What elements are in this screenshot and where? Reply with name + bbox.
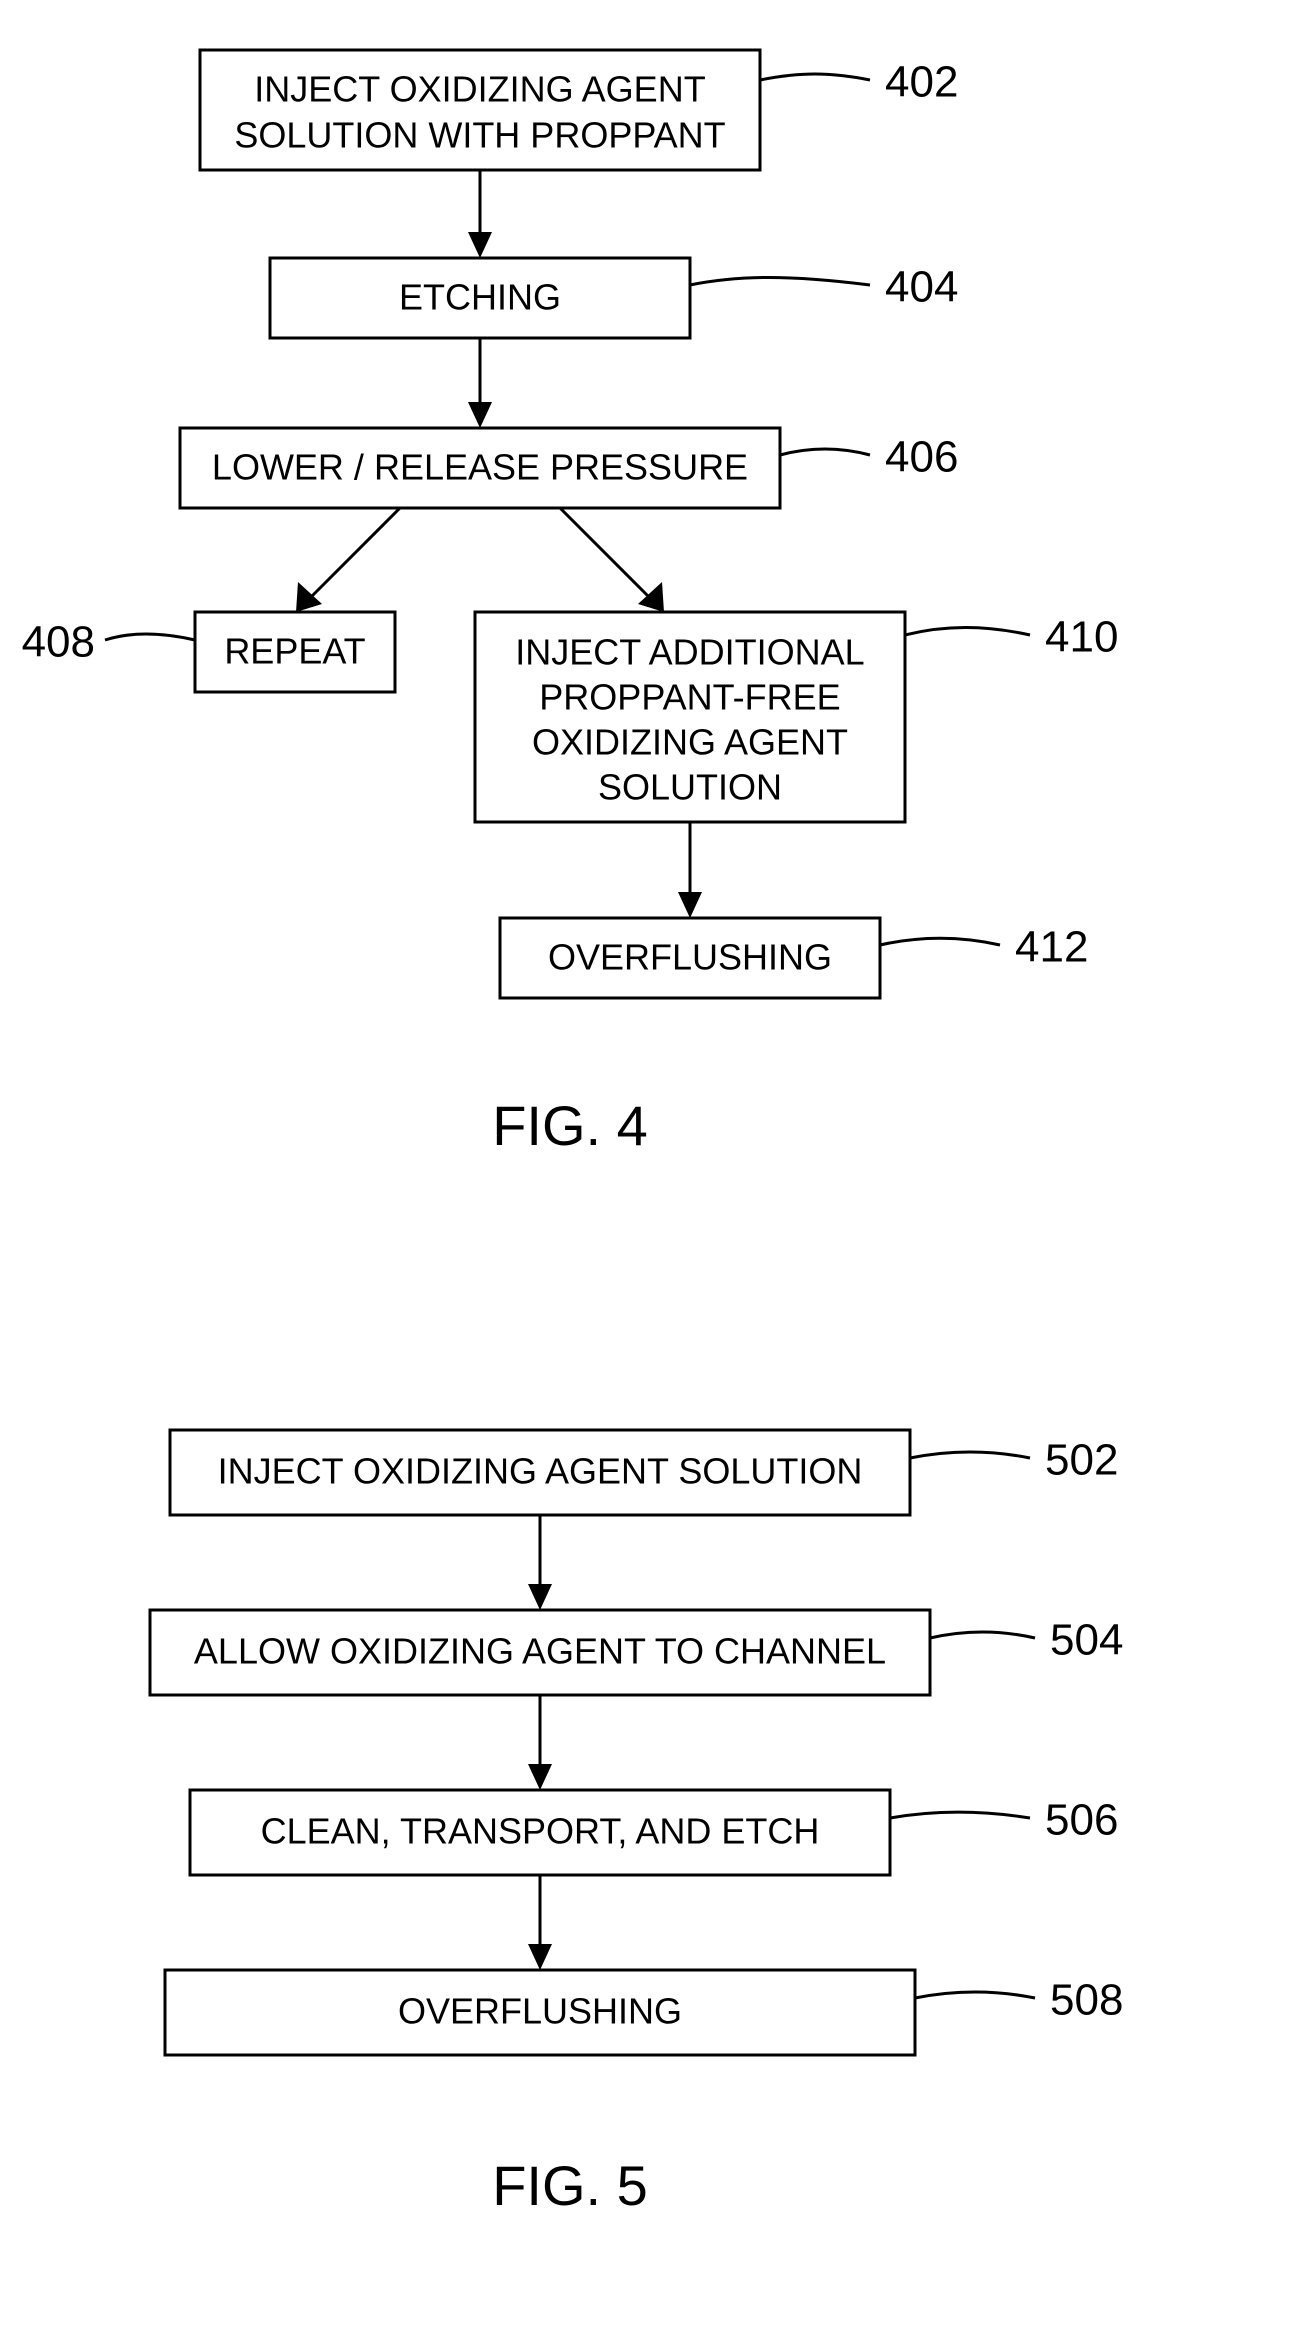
ref-504: 504: [1050, 1616, 1123, 1665]
box-502-line1: INJECT OXIDIZING AGENT SOLUTION: [218, 1451, 863, 1492]
box-410: INJECT ADDITIONAL PROPPANT-FREE OXIDIZIN…: [475, 612, 1118, 822]
arrow-502-504: [528, 1515, 552, 1610]
box-402: INJECT OXIDIZING AGENT SOLUTION WITH PRO…: [200, 50, 958, 170]
arrow-406-408: [296, 508, 400, 612]
box-404-line1: ETCHING: [399, 277, 561, 318]
arrow-406-410: [560, 508, 664, 612]
ref-408: 408: [22, 618, 95, 667]
box-404: ETCHING 404: [270, 258, 958, 338]
fig5-caption: FIG. 5: [492, 2154, 648, 2217]
box-410-line3: OXIDIZING AGENT: [532, 722, 848, 763]
ref-506: 506: [1045, 1796, 1118, 1845]
ref-410: 410: [1045, 613, 1118, 662]
ref-404: 404: [885, 263, 958, 312]
ref-406: 406: [885, 433, 958, 482]
flowchart-svg: INJECT OXIDIZING AGENT SOLUTION WITH PRO…: [0, 0, 1308, 2349]
ref-508: 508: [1050, 1976, 1123, 2025]
box-412: OVERFLUSHING 412: [500, 918, 1088, 998]
ref-502: 502: [1045, 1436, 1118, 1485]
ref-402: 402: [885, 58, 958, 107]
arrow-402-404: [468, 170, 492, 258]
box-406-line1: LOWER / RELEASE PRESSURE: [212, 447, 748, 488]
box-412-line1: OVERFLUSHING: [548, 937, 832, 978]
box-410-line2: PROPPANT-FREE: [539, 677, 840, 718]
box-410-line1: INJECT ADDITIONAL: [515, 632, 864, 673]
box-506-line1: CLEAN, TRANSPORT, AND ETCH: [261, 1811, 820, 1852]
box-502: INJECT OXIDIZING AGENT SOLUTION 502: [170, 1430, 1118, 1515]
box-402-line2: SOLUTION WITH PROPPANT: [234, 115, 725, 156]
box-406: LOWER / RELEASE PRESSURE 406: [180, 428, 958, 508]
box-506: CLEAN, TRANSPORT, AND ETCH 506: [190, 1790, 1118, 1875]
box-408: REPEAT 408: [22, 612, 395, 692]
box-504: ALLOW OXIDIZING AGENT TO CHANNEL 504: [150, 1610, 1123, 1695]
fig4-caption: FIG. 4: [492, 1094, 648, 1157]
box-410-line4: SOLUTION: [598, 767, 782, 808]
box-508: OVERFLUSHING 508: [165, 1970, 1123, 2055]
box-504-line1: ALLOW OXIDIZING AGENT TO CHANNEL: [194, 1631, 886, 1672]
arrow-506-508: [528, 1875, 552, 1970]
arrow-404-406: [468, 338, 492, 428]
arrow-410-412: [678, 822, 702, 918]
box-408-line1: REPEAT: [224, 631, 365, 672]
box-402-line1: INJECT OXIDIZING AGENT: [254, 69, 705, 110]
arrow-504-506: [528, 1695, 552, 1790]
ref-412: 412: [1015, 923, 1088, 972]
box-508-line1: OVERFLUSHING: [398, 1991, 682, 2032]
